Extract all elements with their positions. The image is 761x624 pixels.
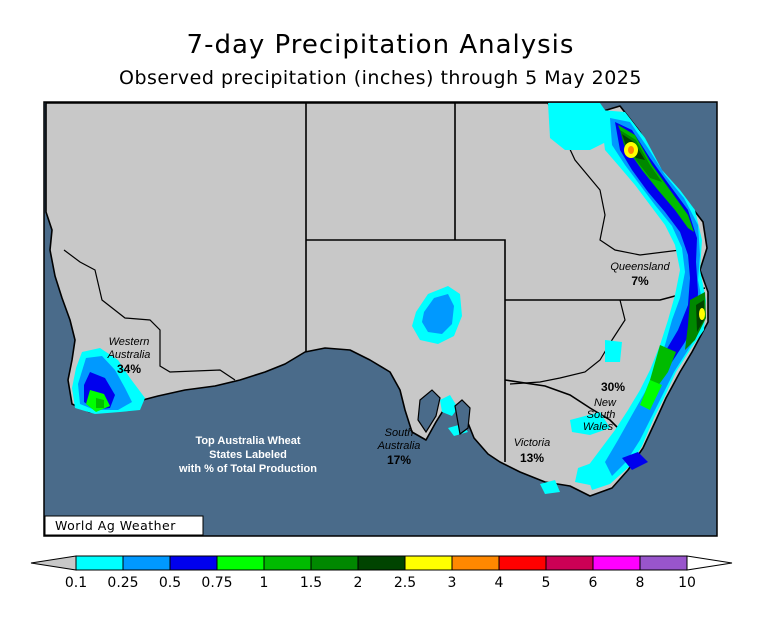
legend-tick-label: 1.5 [300, 575, 322, 591]
legend-swatch [592, 555, 641, 571]
legend-swatch [357, 555, 406, 571]
svg-text:Top Australia Wheat: Top Australia Wheat [195, 435, 300, 447]
svg-text:Victoria: Victoria [514, 437, 550, 449]
legend-below-arrow [30, 555, 77, 571]
svg-text:17%: 17% [387, 453, 411, 467]
svg-text:34%: 34% [117, 362, 141, 376]
svg-text:30%: 30% [601, 380, 625, 394]
legend-swatch [404, 555, 453, 571]
legend-swatch [545, 555, 594, 571]
map-subtitle: Observed precipitation (inches) through … [119, 67, 642, 89]
svg-text:Australia: Australia [377, 440, 421, 452]
legend-tick-label: 3 [448, 575, 457, 591]
brand-box [44, 515, 204, 536]
legend-tick-label: 0.5 [159, 575, 181, 591]
svg-text:Wales: Wales [583, 421, 614, 433]
region-lines [63, 127, 701, 385]
legend-tick-label: 10 [678, 575, 696, 591]
label-south-australia: South Australia 17% [377, 427, 421, 467]
legend-tick-label: 2 [354, 575, 363, 591]
svg-text:New: New [594, 397, 617, 409]
legend-tick-label: 6 [589, 575, 598, 591]
legend-swatch [639, 555, 688, 571]
legend-swatch [75, 555, 124, 571]
svg-text:Australia: Australia [107, 349, 151, 361]
svg-text:with % of Total Production: with % of Total Production [178, 463, 317, 475]
legend-swatch [451, 555, 500, 571]
legend-tick-label: 1 [260, 575, 269, 591]
gulfs [417, 389, 471, 436]
wheat-note: Top Australia Wheat States Labeled with … [178, 435, 317, 475]
color-legend: 0.1 0.25 0.5 0.75 1 1.5 2 2.5 3 4 5 6 8 10 [30, 555, 733, 591]
legend-swatch [216, 555, 265, 571]
legend-swatch [263, 555, 312, 571]
state-labels: Western Australia 34% Queensland 7% Sout… [107, 261, 671, 467]
label-queensland: Queensland 7% [610, 261, 670, 288]
legend-tick-label: 8 [636, 575, 645, 591]
legend-tick-label: 0.1 [65, 575, 87, 591]
legend-tick-label: 5 [542, 575, 551, 591]
label-victoria: Victoria 13% [514, 437, 550, 465]
svg-text:Western: Western [109, 336, 150, 348]
legend-above-arrow [686, 555, 733, 571]
legend-swatch [122, 555, 171, 571]
legend-swatch [498, 555, 547, 571]
legend-swatch [310, 555, 359, 571]
label-new-south-wales: 30% New South Wales [583, 380, 626, 433]
svg-text:South: South [385, 427, 414, 439]
svg-text:13%: 13% [520, 451, 544, 465]
legend-tick-label: 0.25 [107, 575, 138, 591]
svg-text:Queensland: Queensland [610, 261, 670, 273]
precip-shading [72, 103, 706, 494]
label-western-australia: Western Australia 34% [107, 336, 151, 376]
legend-tick-label: 2.5 [394, 575, 416, 591]
svg-text:South: South [587, 409, 616, 421]
legend-tick-label: 4 [495, 575, 504, 591]
legend-tick-label: 0.75 [201, 575, 232, 591]
legend-swatch [169, 555, 218, 571]
state-borders [305, 103, 706, 462]
svg-text:States Labeled: States Labeled [209, 449, 287, 461]
map-title: 7-day Precipitation Analysis [186, 30, 575, 60]
brand-text: World Ag Weather [55, 518, 176, 533]
svg-text:7%: 7% [631, 274, 649, 288]
